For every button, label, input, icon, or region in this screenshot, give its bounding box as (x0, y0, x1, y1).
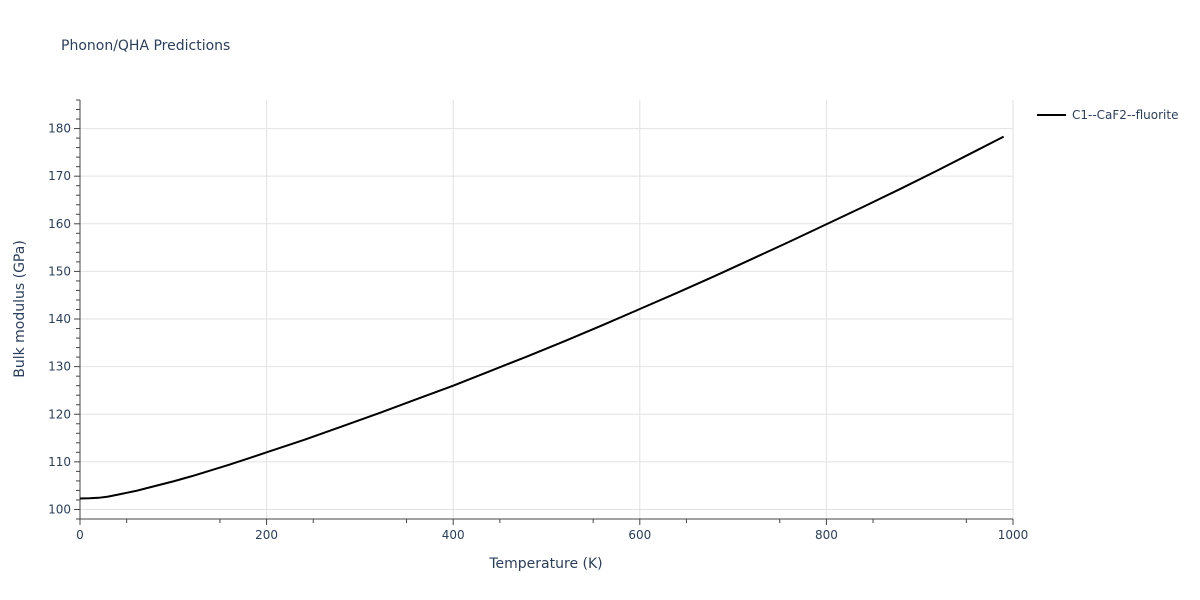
y-tick-label: 110 (48, 455, 71, 469)
y-tick-label: 150 (48, 264, 71, 278)
x-tick-label: 1000 (998, 528, 1029, 542)
y-axis-title: Bulk modulus (GPa) (12, 240, 28, 378)
x-axis-title: Temperature (K) (488, 556, 602, 572)
x-tick-label: 600 (628, 528, 651, 542)
y-tick-label: 160 (48, 217, 71, 231)
plot-layer (79, 135, 1005, 500)
y-tick-label: 100 (48, 502, 71, 516)
y-tick-label: 180 (48, 122, 71, 136)
x-tick-label: 0 (76, 528, 84, 542)
legend[interactable]: C1--CaF2--fluorite (1037, 108, 1178, 122)
x-tick-label: 400 (442, 528, 465, 542)
y-tick-label: 130 (48, 360, 71, 374)
x-tick-label: 200 (255, 528, 278, 542)
axis-layer: 0 200 400 600 800 1000 100 110 120 130 140 150 160 17… (48, 99, 1029, 542)
y-tick-label: 120 (48, 407, 71, 421)
y-tick-label: 170 (48, 169, 71, 183)
x-tick-label: 800 (815, 528, 838, 542)
chart-title: Phonon/QHA Predictions (61, 38, 230, 54)
series-line[interactable] (79, 135, 1005, 500)
y-tick-label: 140 (48, 312, 71, 326)
grid-layer (80, 100, 1014, 519)
legend-label: C1--CaF2--fluorite (1072, 108, 1178, 122)
